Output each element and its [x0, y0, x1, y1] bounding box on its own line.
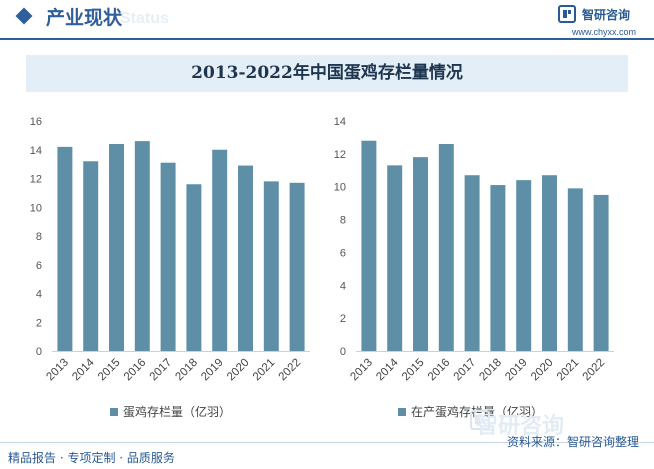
y-tick-label: 4: [36, 289, 42, 301]
y-tick-label: 2: [36, 317, 42, 329]
section-title: 产业现状: [46, 7, 123, 29]
bar-2017: [464, 175, 480, 351]
bar-2017: [160, 162, 176, 351]
chart-title: 2013-2022年中国蛋鸡存栏量情况: [191, 63, 463, 83]
x-tick-label: 2015: [400, 357, 427, 384]
x-tick-label: 2022: [581, 357, 608, 384]
x-tick-label: 2019: [503, 357, 530, 384]
bar-2019: [516, 180, 532, 351]
bar-2020: [238, 165, 253, 351]
y-tick-label: 8: [340, 215, 346, 227]
y-tick-label: 0: [36, 346, 42, 358]
y-tick-label: 4: [340, 280, 346, 292]
watermark-logo-icon: [470, 410, 490, 430]
x-tick-label: 2021: [555, 357, 582, 384]
x-tick-label: 2019: [199, 357, 226, 384]
brand-logo-icon: [558, 5, 576, 23]
x-tick-label: 2017: [452, 357, 479, 384]
bar-2016: [134, 141, 150, 351]
header-rule: [0, 38, 654, 40]
page-header: Status 产业现状 智研咨询 www.chyxx.com: [0, 0, 654, 40]
header-ghost-text: Status: [120, 10, 169, 27]
y-tick-label: 12: [334, 149, 346, 161]
y-tick-label: 2: [340, 313, 346, 325]
bar-2015: [413, 157, 428, 351]
x-tick-label: 2016: [426, 357, 453, 384]
bar-2022: [289, 182, 305, 351]
footer-rule: [0, 442, 654, 443]
x-tick-label: 2020: [529, 357, 556, 384]
watermark-text: 智研咨询: [476, 414, 565, 439]
y-tick-label: 0: [340, 346, 346, 358]
y-tick-label: 8: [36, 231, 42, 243]
bar-2018: [186, 184, 202, 351]
bar-2013: [57, 146, 73, 351]
x-tick-label: 2015: [96, 357, 123, 384]
x-tick-label: 2022: [277, 357, 304, 384]
bar-2019: [212, 149, 228, 351]
footer-tagline: 精品报告 · 专项定制 · 品质服务: [8, 451, 175, 465]
bar-2020: [542, 175, 557, 351]
y-tick-label: 6: [36, 260, 42, 272]
source-note: 资料来源：智研咨询整理: [507, 435, 640, 449]
x-tick-label: 2013: [348, 357, 375, 384]
bar-2015: [109, 144, 124, 351]
legend-label: 蛋鸡存栏量（亿羽）: [123, 404, 231, 419]
chart-egg-hens: 0 2 4 6 8 10 12 14 16 2013 2014 2015 2016 2017 2018 201…: [30, 116, 310, 419]
legend-swatch: [110, 408, 118, 416]
y-tick-label: 10: [30, 202, 42, 214]
x-tick-label: 2018: [477, 357, 504, 384]
x-tick-label: 2014: [70, 356, 97, 383]
bar-2013: [361, 140, 377, 351]
bar-2014: [387, 165, 403, 351]
brand-url[interactable]: www.chyxx.com: [572, 27, 637, 37]
legend-swatch: [398, 408, 406, 416]
bar-2021: [263, 181, 279, 351]
x-tick-label: 2018: [173, 357, 200, 384]
bar-2018: [490, 185, 506, 351]
x-tick-label: 2013: [44, 357, 71, 384]
y-tick-label: 10: [334, 182, 346, 194]
x-tick-label: 2017: [148, 357, 175, 384]
bar-2014: [83, 161, 99, 351]
y-tick-label: 12: [30, 174, 42, 186]
x-tick-label: 2020: [225, 357, 252, 384]
y-tick-label: 14: [30, 145, 42, 157]
bar-2021: [567, 188, 583, 351]
y-tick-label: 16: [30, 116, 42, 128]
y-tick-label: 14: [334, 116, 346, 128]
brand-name: 智研咨询: [582, 8, 631, 22]
y-tick-label: 6: [340, 247, 346, 259]
x-tick-label: 2016: [122, 357, 149, 384]
x-tick-label: 2021: [251, 357, 278, 384]
bar-2022: [593, 194, 609, 351]
chart-title-band: [26, 55, 628, 92]
x-tick-label: 2014: [374, 356, 401, 383]
bar-2016: [438, 144, 454, 351]
